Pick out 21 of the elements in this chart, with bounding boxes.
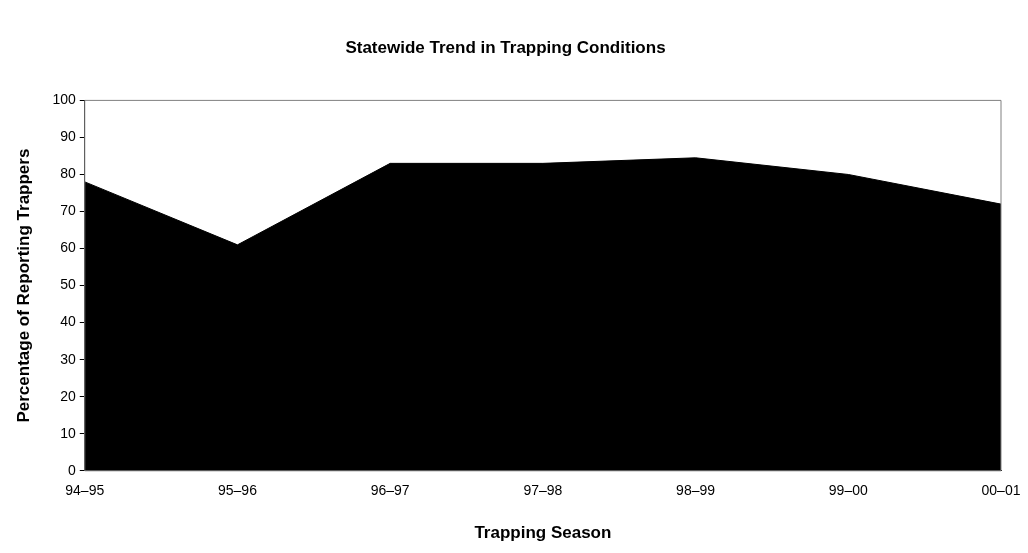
x-tick-label: 99–00 [828,482,868,499]
y-tick-label: 50 [60,276,76,293]
x-tick-label: 94–95 [65,482,105,499]
y-tick-label: 10 [60,424,76,441]
y-tick-label: 70 [60,202,76,219]
x-tick-label: 98–99 [676,482,716,499]
x-tick-label: 97–98 [523,482,563,499]
y-tick-label: 30 [60,350,76,367]
chart-title: Statewide Trend in Trapping Conditions [345,37,666,57]
y-tick-label: 20 [60,387,76,404]
y-tick-label: 0 [67,461,76,478]
y-tick-label: 60 [60,239,76,256]
x-tick-label: 95–96 [218,482,258,499]
y-tick-label: 90 [60,128,76,145]
y-axis-title: Percentage of Reporting Trappers [13,148,33,423]
y-tick-label: 80 [60,165,76,182]
x-tick-label: 00–01 [981,482,1021,499]
y-tick-label: 40 [60,313,76,330]
x-axis-title: Trapping Season [474,523,612,543]
x-tick-label: 96–97 [370,482,410,499]
y-tick-label: 100 [52,91,76,108]
